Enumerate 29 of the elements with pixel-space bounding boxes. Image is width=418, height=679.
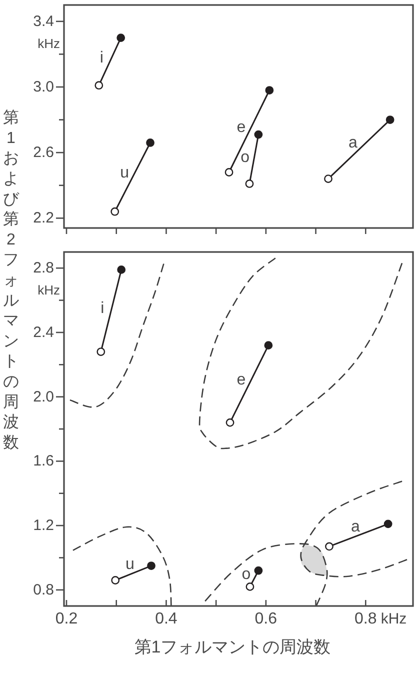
- y-tick-label: 3.0: [33, 78, 54, 96]
- x-tick-label: 0.2: [55, 610, 78, 628]
- series-name: u: [125, 556, 134, 574]
- annotation: kHz: [38, 282, 60, 298]
- ylabel: 第1および第2フォルマントの周波数: [3, 109, 19, 451]
- series-name: o: [242, 566, 251, 583]
- x-tick-label: 0.8: [354, 610, 377, 628]
- y-tick-label: 2.4: [33, 324, 54, 341]
- series-name: i: [100, 49, 104, 66]
- y-tick-label: 2.2: [33, 210, 54, 227]
- y-tick-label: 2.6: [33, 144, 54, 162]
- y-tick-label: 1.2: [33, 517, 54, 534]
- annotation: kHz: [38, 36, 60, 51]
- xlabel: 第1フォルマントの周波数: [134, 638, 331, 656]
- series-name: i: [100, 300, 104, 318]
- series-name: e: [236, 371, 246, 388]
- series-name: a: [350, 518, 360, 536]
- annotation: kHz: [380, 610, 407, 628]
- series-name: e: [236, 118, 246, 136]
- x-tick-label: 0.4: [155, 610, 178, 628]
- y-tick-label: 2.8: [33, 260, 54, 277]
- series-name: o: [240, 149, 250, 166]
- y-tick-label: 1.6: [33, 452, 54, 470]
- series-name: a: [348, 134, 358, 152]
- y-tick-label: 2.0: [33, 388, 54, 406]
- y-tick-label: 3.4: [33, 12, 54, 30]
- series-name: u: [120, 164, 129, 182]
- y-tick-label: 0.8: [33, 581, 54, 598]
- x-tick-label: 0.6: [254, 610, 278, 628]
